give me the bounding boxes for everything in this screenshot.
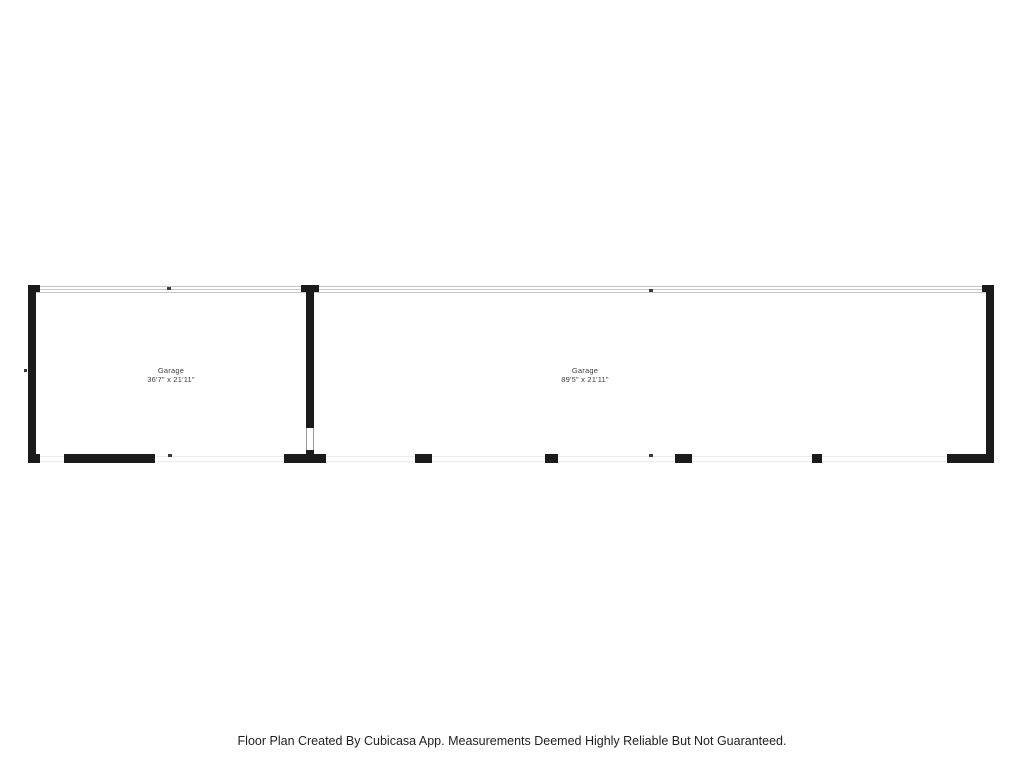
wall-bottom-segment xyxy=(675,454,692,463)
wall-bottom-segment xyxy=(28,454,40,463)
room-name: Garage xyxy=(571,366,599,375)
wall-bottom-segment xyxy=(545,454,558,463)
marker-dot xyxy=(167,287,171,290)
room-dimensions: 36'7" x 21'11" xyxy=(147,375,195,384)
room-name: Garage xyxy=(157,366,185,375)
wall-left xyxy=(28,285,36,463)
wall-bottom-segment xyxy=(284,454,326,463)
wall-top-left-cap xyxy=(28,285,40,292)
garage-door-band-top xyxy=(36,286,986,293)
wall-right xyxy=(986,285,994,463)
marker-dot xyxy=(168,454,172,457)
room-dimensions: 89'5" x 21'11" xyxy=(561,375,609,384)
divider-opening-jamb-right xyxy=(313,428,314,451)
wall-bottom-segment xyxy=(64,454,155,463)
wall-bottom-segment xyxy=(415,454,432,463)
wall-bottom-segment xyxy=(812,454,822,463)
marker-dot xyxy=(649,289,653,292)
disclaimer-text: Floor Plan Created By Cubicasa App. Meas… xyxy=(237,734,787,748)
marker-dot xyxy=(24,369,27,372)
room-label-garage-right: Garage 89'5" x 21'11" xyxy=(510,366,660,384)
wall-divider-upper xyxy=(306,285,314,428)
wall-top-right-cap xyxy=(982,285,994,292)
room-label-garage-left: Garage 36'7" x 21'11" xyxy=(96,366,246,384)
wall-bottom-segment xyxy=(947,454,994,463)
divider-opening-jamb-left xyxy=(306,428,307,451)
garage-door-band-bottom xyxy=(36,456,986,462)
marker-dot xyxy=(649,454,653,457)
